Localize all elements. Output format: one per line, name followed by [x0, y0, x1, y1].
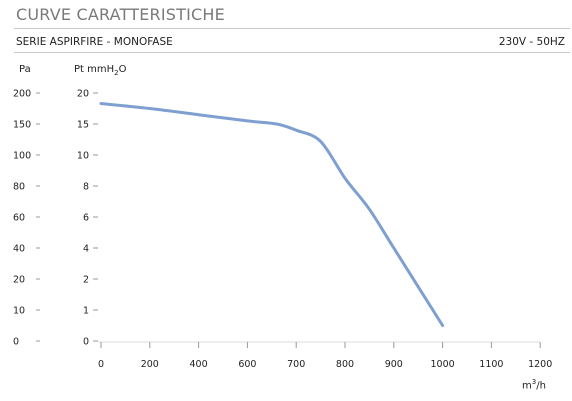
- performance-curve-line: [99, 102, 445, 327]
- x-tick-label: 700: [287, 359, 305, 370]
- subtitle-divider: [14, 52, 570, 53]
- supply-label: 230V - 50HZ: [498, 36, 565, 48]
- x-tick-label: 1200: [528, 359, 552, 370]
- mmh2o-tick-label: 0: [83, 337, 89, 348]
- pa-tick-label: 150: [13, 120, 31, 131]
- x-tick-label: 900: [385, 359, 403, 370]
- x-tick-label: 0: [98, 359, 104, 370]
- mmh2o-tick-label: 8: [83, 182, 89, 193]
- mmh2o-tick-label: 2: [83, 275, 89, 286]
- mmh2o-tick-label: 20: [77, 89, 89, 100]
- pa-tick-label: 40: [13, 244, 25, 255]
- x-tick-label: 800: [336, 359, 354, 370]
- pa-tick-label: 200: [13, 89, 31, 100]
- x-tick-label: 400: [190, 359, 208, 370]
- series-label: SERIE ASPIRFIRE - MONOFASE: [16, 36, 173, 48]
- x-tick-label: 200: [141, 359, 159, 370]
- mmh2o-axis-unit: Pt mmH2O: [74, 64, 127, 77]
- mmh2o-tick-label: 6: [83, 213, 89, 224]
- x-tick-label: 600: [238, 359, 256, 370]
- pa-tick-label: 100: [13, 151, 31, 162]
- x-axis-unit: m3/h: [522, 378, 546, 392]
- mmh2o-tick-label: 1: [83, 306, 89, 317]
- mmh2o-tick-label: 10: [77, 151, 89, 162]
- x-tick-label: 1000: [431, 359, 455, 370]
- mmh2o-tick-label: 4: [83, 244, 89, 255]
- pa-axis-unit: Pa: [19, 64, 31, 75]
- pa-tick-label: 60: [13, 213, 25, 224]
- title-divider: [14, 28, 570, 29]
- pa-tick-label: 20: [13, 275, 25, 286]
- x-tick-label: 1100: [479, 359, 503, 370]
- page-title: CURVE CARATTERISTICHE: [16, 5, 225, 24]
- pa-tick-label: 10: [13, 306, 25, 317]
- pa-tick-label: 80: [13, 182, 25, 193]
- mmh2o-tick-label: 15: [77, 120, 89, 131]
- pa-tick-label: 0: [13, 337, 19, 348]
